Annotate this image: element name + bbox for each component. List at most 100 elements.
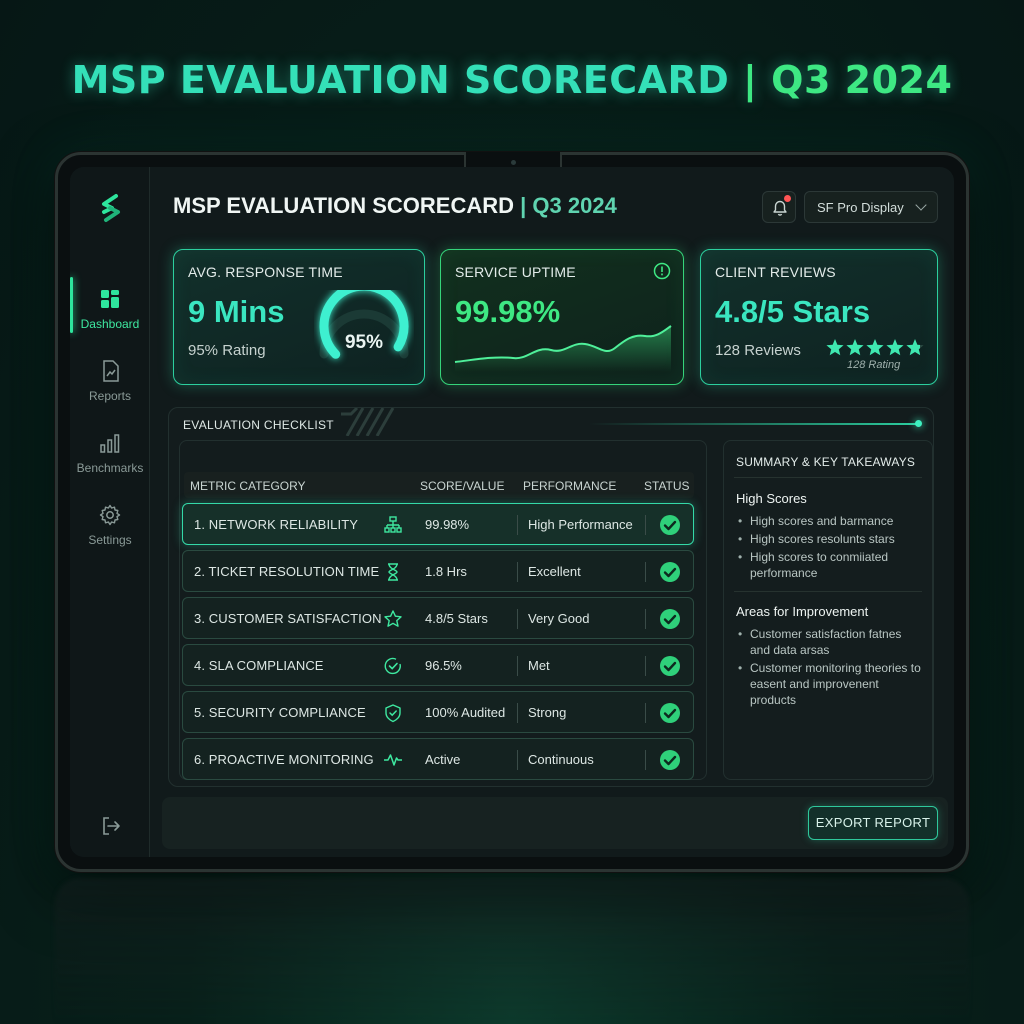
table-row[interactable]: 3. CUSTOMER SATISFACTION 4.8/5 Stars Ver…	[182, 597, 694, 639]
kpi-value: 99.98%	[455, 294, 561, 329]
check-circle-icon	[384, 657, 401, 675]
summary-high-list: High scores and barmance High scores res…	[736, 513, 922, 583]
kpi-value: 9 Mins	[188, 294, 285, 329]
check-status-icon	[660, 656, 680, 676]
row-separator	[645, 750, 646, 770]
summary-improve-list: Customer satisfaction fatnes and data ar…	[736, 626, 922, 710]
list-item: Customer monitoring theories to easent a…	[736, 660, 922, 708]
summary-panel: SUMMARY & KEY TAKEAWAYS High Scores High…	[723, 440, 933, 780]
table-row[interactable]: 4. SLA COMPLIANCE 96.5% Met	[182, 644, 694, 686]
row-metric: 2. TICKET RESOLUTION TIME	[194, 564, 380, 579]
check-status-icon	[660, 703, 680, 723]
kpi-sub: 95% Rating	[188, 342, 266, 359]
summary-divider	[734, 591, 922, 592]
row-performance: High Performance	[528, 517, 633, 532]
info-icon[interactable]	[653, 262, 671, 280]
kpi-card-client-reviews[interactable]: CLIENT REVIEWS 4.8/5 Stars 128 Reviews 1…	[700, 249, 938, 385]
chevron-down-icon	[915, 199, 927, 211]
list-item: High scores and barmance	[736, 513, 922, 529]
th-score: SCORE/VALUE	[420, 479, 505, 493]
summary-title: SUMMARY & KEY TAKEAWAYS	[736, 455, 916, 469]
sidebar-item-label: Dashboard	[80, 317, 140, 331]
header-title-sep: |	[514, 193, 533, 218]
bar-chart-icon	[100, 434, 120, 453]
kpi-label: CLIENT REVIEWS	[715, 264, 836, 280]
notifications-button[interactable]	[762, 191, 796, 223]
row-score: 100% Audited	[425, 705, 506, 720]
row-score: 99.98%	[425, 517, 470, 532]
row-separator	[517, 562, 518, 582]
row-performance: Met	[528, 658, 550, 673]
sidebar-item-reports[interactable]: Reports	[70, 359, 150, 403]
sidebar-item-dashboard[interactable]: Dashboard	[70, 277, 150, 333]
th-status: STATUS	[644, 479, 690, 493]
header-title-period: Q3 2024	[532, 193, 617, 218]
table-row[interactable]: 6. PROACTIVE MONITORING Active Continuou…	[182, 738, 694, 780]
row-separator	[517, 750, 518, 770]
checklist-tab[interactable]: EVALUATION CHECKLIST	[183, 418, 334, 432]
network-icon	[384, 516, 402, 533]
uptime-sparkline	[454, 325, 672, 372]
evaluation-checklist-panel: EVALUATION CHECKLIST METRIC CATEGORY SCO…	[168, 407, 934, 787]
star-rating	[826, 339, 924, 356]
row-score: 96.5%	[425, 658, 462, 673]
table-row[interactable]: 5. SECURITY COMPLIANCE 100% Audited Stro…	[182, 691, 694, 733]
star-mark	[826, 339, 844, 356]
app-screen: Dashboard Reports Benchmarks	[70, 167, 954, 857]
page-title: MSP EVALUATION SCORECARD | Q3 2024	[0, 58, 1024, 102]
summary-high-title: High Scores	[736, 491, 807, 506]
gauge-ring	[319, 290, 409, 359]
sidebar-item-label: Benchmarks	[76, 461, 144, 475]
gauge-value: 95%	[344, 332, 384, 353]
brand-s-icon[interactable]	[98, 193, 124, 223]
check-status-icon	[660, 515, 680, 535]
check-status-icon	[660, 562, 680, 582]
footer-bar: EXPORT REPORT	[162, 797, 948, 849]
row-score: 1.8 Hrs	[425, 564, 467, 579]
checklist-table: METRIC CATEGORY SCORE/VALUE PERFORMANCE …	[179, 440, 707, 780]
row-metric: 1. NETWORK RELIABILITY	[194, 517, 359, 532]
decorative-glow-line	[589, 423, 919, 425]
row-separator	[645, 609, 646, 629]
star-mark	[866, 339, 884, 356]
bell-icon	[773, 200, 787, 216]
summary-improve-title: Areas for Improvement	[736, 604, 869, 619]
sidebar-item-settings[interactable]: Settings	[70, 503, 150, 547]
sidebar-item-label: Settings	[88, 533, 132, 547]
export-report-button[interactable]: EXPORT REPORT	[808, 806, 938, 840]
list-item: Customer satisfaction fatnes and data ar…	[736, 626, 922, 658]
row-performance: Excellent	[528, 564, 581, 579]
table-row[interactable]: 1. NETWORK RELIABILITY 99.98% High Perfo…	[182, 503, 694, 545]
row-separator	[517, 656, 518, 676]
row-separator	[517, 515, 518, 535]
sidebar-item-benchmarks[interactable]: Benchmarks	[70, 431, 150, 475]
star-mark	[906, 339, 924, 356]
row-separator	[645, 515, 646, 535]
font-select-value: SF Pro Display	[817, 200, 904, 215]
star-mark	[846, 339, 864, 356]
check-status-icon	[660, 750, 680, 770]
decorative-glow-dot	[915, 420, 922, 427]
row-separator	[517, 609, 518, 629]
row-score: 4.8/5 Stars	[425, 611, 488, 626]
row-separator	[645, 562, 646, 582]
kpi-label: SERVICE UPTIME	[455, 264, 576, 280]
star-icon	[384, 610, 402, 627]
kpi-value: 4.8/5 Stars	[715, 294, 871, 329]
dashboard-icon	[101, 290, 119, 308]
logout-icon[interactable]	[100, 815, 122, 837]
table-row[interactable]: 2. TICKET RESOLUTION TIME 1.8 Hrs Excell…	[182, 550, 694, 592]
sidebar: Dashboard Reports Benchmarks	[70, 167, 150, 857]
shield-icon	[385, 704, 401, 723]
summary-divider	[734, 477, 922, 478]
kpi-label: AVG. RESPONSE TIME	[188, 264, 343, 280]
kpi-card-response-time[interactable]: AVG. RESPONSE TIME 9 Mins 95% Rating 95%	[173, 249, 425, 385]
font-select[interactable]: SF Pro Display	[804, 191, 938, 223]
gear-icon	[99, 504, 121, 526]
sidebar-item-label: Reports	[88, 389, 132, 403]
check-status-icon	[660, 609, 680, 629]
hourglass-icon	[388, 563, 398, 581]
row-performance: Continuous	[528, 752, 594, 767]
kpi-card-uptime[interactable]: SERVICE UPTIME 99.98%	[440, 249, 684, 385]
page-title-period: Q3 2024	[771, 58, 953, 102]
